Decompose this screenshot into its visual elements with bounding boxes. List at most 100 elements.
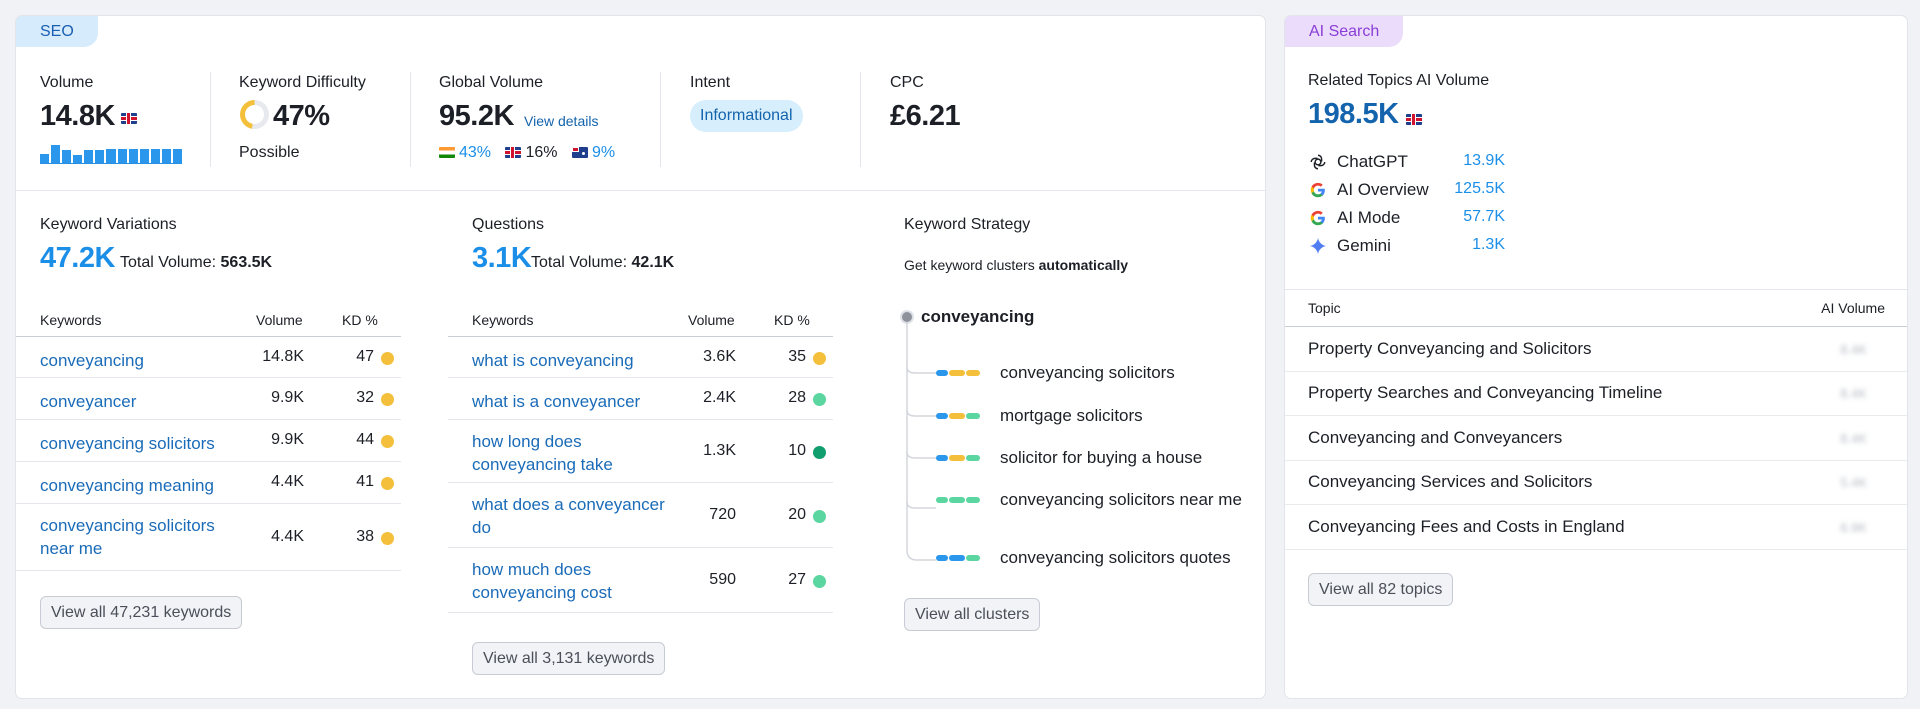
ai-search-tag: AI Search	[1285, 16, 1404, 47]
keyword-kd: 44	[356, 431, 374, 448]
table-row	[16, 378, 401, 420]
volume-trend-bar[interactable]	[117, 149, 127, 163]
keyword-volume: 3.6K	[703, 347, 736, 365]
google-icon	[1308, 209, 1328, 229]
col-kd[interactable]: KD %	[342, 312, 378, 328]
cluster-bar-segment	[966, 370, 980, 376]
volume-trend-bar[interactable]	[172, 149, 183, 163]
cluster-item[interactable]: solicitor for buying a house	[1000, 448, 1203, 467]
country-pct: 9%	[591, 144, 616, 161]
cluster-bar-segment	[949, 455, 965, 461]
table-row	[16, 420, 401, 462]
cluster-item[interactable]: mortgage solicitors	[1000, 406, 1143, 425]
cluster-item[interactable]: conveyancing solicitors near me	[1000, 490, 1242, 509]
col-kd[interactable]: KD %	[774, 312, 810, 328]
kd-indicator-icon	[381, 435, 394, 448]
cluster-item[interactable]: conveyancing solicitors	[1000, 363, 1175, 382]
view-all-clusters-button[interactable]: View all clusters	[904, 598, 1041, 631]
col-volume[interactable]: Volume	[256, 312, 303, 328]
keyword-volume: 720	[709, 505, 736, 523]
keyword-link[interactable]: conveyancing meaning	[40, 476, 214, 495]
keyword-kd: 41	[356, 473, 374, 490]
cluster-bar-segment	[966, 555, 980, 561]
keyword-link[interactable]: conveyancing	[40, 351, 144, 370]
col-keywords[interactable]: Keywords	[40, 312, 102, 328]
view-details-link[interactable]: View details	[524, 113, 599, 129]
cluster-bar-segment	[936, 455, 948, 461]
cluster-bar-segment	[936, 370, 948, 376]
topic-ai-volume-blurred: 5.4K	[1840, 475, 1867, 490]
keyword-link[interactable]: what does a conveyancer do	[472, 495, 665, 537]
topic-name: Conveyancing Services and Solicitors	[1308, 472, 1593, 491]
topic-row[interactable]: Property Conveyancing and Solicitors 8.4K	[1285, 327, 1907, 372]
topic-row[interactable]: Conveyancing Fees and Costs in England 6.…	[1285, 505, 1907, 550]
cpc-value: £6.21	[890, 100, 961, 132]
volume-trend-bar[interactable]	[51, 145, 61, 163]
col-keywords[interactable]: Keywords	[472, 312, 534, 328]
ai-source-name: ChatGPT	[1337, 152, 1408, 171]
keyword-volume: 9.9K	[271, 389, 304, 406]
volume-trend-chart[interactable]	[40, 142, 183, 164]
keyword-link[interactable]: conveyancing solicitors	[40, 434, 215, 453]
topic-name: Property Conveyancing and Solicitors	[1308, 338, 1592, 358]
topic-row[interactable]: Conveyancing and Conveyancers 8.4K	[1285, 416, 1907, 461]
questions-title: Questions	[472, 216, 545, 233]
col-ai-volume: AI Volume	[1821, 300, 1885, 316]
questions-count: 3.1K	[472, 242, 532, 274]
topic-ai-volume-blurred: 8.4K	[1840, 341, 1867, 357]
volume-trend-bar[interactable]	[40, 153, 50, 163]
volume-trend-bar[interactable]	[161, 149, 171, 163]
view-all-keywords-button[interactable]: View all 47,231 keywords	[40, 596, 243, 629]
cluster-item[interactable]: conveyancing solicitors quotes	[1000, 548, 1231, 567]
keyword-kd: 35	[788, 347, 806, 365]
col-volume[interactable]: Volume	[688, 312, 735, 328]
volume-trend-bar[interactable]	[62, 150, 72, 163]
view-all-questions-button[interactable]: View all 3,131 keywords	[472, 642, 666, 675]
col-topic: Topic	[1308, 300, 1341, 316]
keyword-link[interactable]: how much does conveyancing cost	[472, 560, 612, 602]
keyword-link[interactable]: what is a conveyancer	[472, 392, 641, 411]
ai-search-card: AI Search Related Topics AI Volume 198.5…	[1284, 15, 1908, 699]
ai-volume-value: 198.5K	[1308, 98, 1399, 130]
keyword-link[interactable]: what is conveyancing	[472, 351, 634, 370]
volume-trend-bar[interactable]	[150, 149, 160, 163]
kd-rating: Possible	[239, 144, 300, 161]
ai-source-name: Gemini	[1337, 236, 1391, 255]
cluster-bar-segment	[949, 370, 965, 376]
keyword-link[interactable]: how long does conveyancing take	[472, 432, 613, 474]
kd-indicator-icon	[813, 445, 826, 459]
ai-volume-label: Related Topics AI Volume	[1308, 72, 1490, 89]
topic-ai-volume-blurred: 8.4K	[1840, 430, 1867, 446]
questions-total: Total Volume: 42.1K	[531, 254, 675, 271]
uk-flag-icon	[121, 113, 137, 125]
volume-trend-bar[interactable]	[84, 150, 94, 163]
keyword-kd: 27	[788, 570, 806, 588]
keyword-link[interactable]: conveyancer	[40, 392, 137, 411]
kd-indicator-icon	[381, 531, 394, 545]
kd-indicator-icon	[813, 351, 826, 365]
country-pct: 43%	[459, 144, 492, 161]
global-volume-label: Global Volume	[439, 74, 544, 91]
uk-flag-icon	[505, 147, 522, 159]
topic-row[interactable]: Conveyancing Services and Solicitors 5.4K	[1285, 461, 1907, 505]
keyword-link[interactable]: conveyancing solicitors near me	[40, 516, 215, 558]
volume-trend-bar[interactable]	[139, 149, 149, 163]
table-row	[16, 337, 401, 378]
table-row	[448, 420, 833, 483]
australia-flag-icon	[571, 147, 588, 159]
table-row	[16, 504, 401, 571]
intent-badge: Informational	[690, 100, 803, 132]
cluster-bar-segment	[949, 413, 965, 419]
volume-trend-bar[interactable]	[106, 149, 116, 163]
table-row	[448, 337, 833, 378]
volume-trend-bar[interactable]	[95, 150, 105, 163]
topic-row[interactable]: Property Searches and Conveyancing Timel…	[1285, 372, 1907, 416]
seo-tag: SEO	[16, 16, 98, 47]
view-all-topics-button[interactable]: View all 82 topics	[1308, 573, 1454, 606]
volume-trend-bar[interactable]	[128, 149, 138, 163]
google-icon	[1308, 181, 1328, 201]
keyword-volume: 14.8K	[262, 347, 304, 365]
country-pct: 16%	[525, 144, 558, 161]
tree-root[interactable]: conveyancing	[921, 307, 1035, 326]
volume-trend-bar[interactable]	[73, 154, 83, 163]
